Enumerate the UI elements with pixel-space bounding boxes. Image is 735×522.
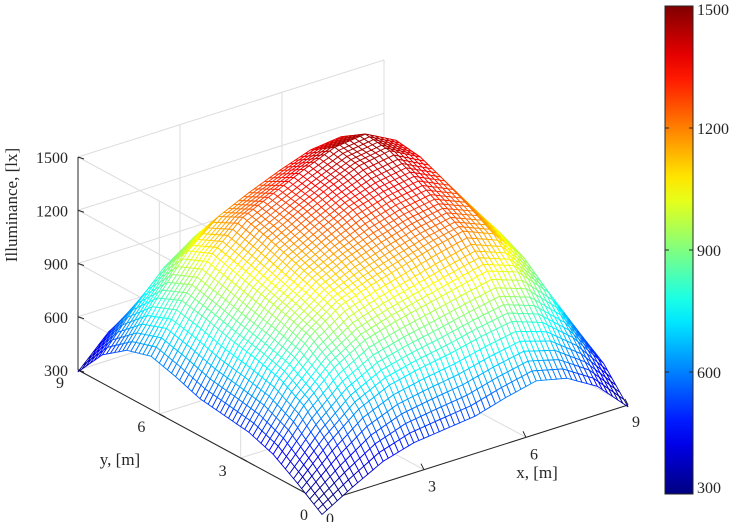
surface-mesh <box>77 133 629 515</box>
z-tick-label: 1200 <box>36 203 68 220</box>
z-axis-label: Illuminance, [lx] <box>2 148 21 262</box>
y-tick-label: 6 <box>137 419 145 436</box>
x-tick-label: 6 <box>530 446 538 463</box>
z-tick-mark <box>77 263 85 266</box>
grid-line <box>77 59 385 158</box>
y-axis-label: y, [m] <box>100 450 140 469</box>
y-tick-label: 9 <box>56 375 64 392</box>
z-tick-label: 600 <box>44 310 68 327</box>
mesh-cell <box>618 395 629 408</box>
z-tick-label: 1500 <box>36 150 68 167</box>
colorbar-gradient <box>664 5 694 495</box>
colorbar-tick-label: 300 <box>697 480 721 497</box>
x-tick-mark <box>624 398 629 406</box>
z-tick-mark <box>77 209 85 213</box>
x-axis-label: x, [m] <box>516 463 558 482</box>
y-tick-label: 0 <box>300 507 308 522</box>
colorbar-tick-label: 1200 <box>697 121 729 138</box>
x-tick-label: 3 <box>428 479 436 496</box>
x-tick-label: 0 <box>326 511 334 522</box>
z-tick-mark <box>77 316 85 320</box>
y-tick-mark <box>240 457 247 462</box>
grid-line <box>77 112 385 211</box>
colorbar-tick-label: 900 <box>697 243 721 260</box>
colorbar-tick-label: 1500 <box>697 2 729 19</box>
z-tick-label: 900 <box>44 257 68 274</box>
z-tick-label: 300 <box>44 363 68 380</box>
axes-labels: Illuminance, [lx] y, [m] x, [m] 0 3 6 9 0 3 6 9… <box>2 148 640 522</box>
z-tick-mark <box>77 156 85 160</box>
colorbar-tick-label: 600 <box>697 365 721 382</box>
y-axis-line <box>77 369 323 503</box>
x-tick-mark <box>522 431 527 438</box>
y-tick-label: 3 <box>219 463 227 480</box>
y-tick-mark <box>159 413 166 418</box>
x-axis-line <box>321 404 629 503</box>
x-tick-label: 9 <box>632 414 640 431</box>
x-tick-mark <box>420 463 425 470</box>
colorbar: 300 600 900 1200 1500 <box>664 2 729 497</box>
